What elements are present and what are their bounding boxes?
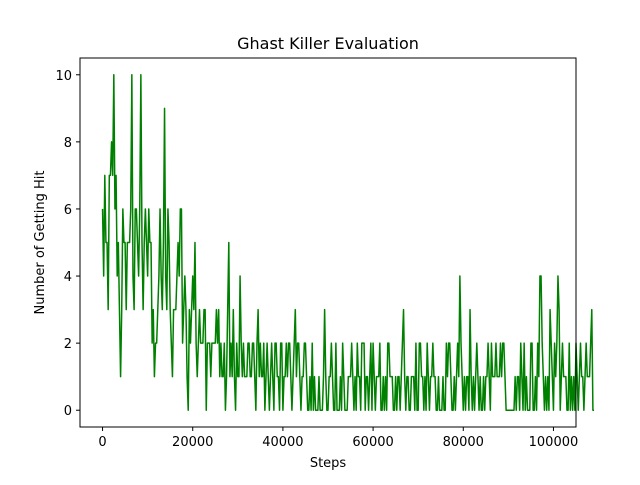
series-layer [101,74,595,411]
chart-title: Ghast Killer Evaluation [237,34,419,53]
y-tick-label: 8 [64,136,72,151]
x-tick-label: 100000 [529,435,579,450]
y-tick-label: 10 [55,69,72,84]
series-line-0 [101,74,595,411]
y-tick-label: 0 [64,404,72,419]
x-tick-label: 0 [98,435,106,450]
x-tick-label: 20000 [172,435,213,450]
x-tick-label: 40000 [262,435,303,450]
x-tick-label: 60000 [352,435,393,450]
plot-frame [79,57,577,428]
y-tick-label: 2 [64,337,72,352]
x-axis: 0 20000 40000 60000 80000 100000 [98,427,578,450]
x-tick-label: 80000 [443,435,484,450]
y-tick-label: 4 [64,270,72,285]
x-axis-label: Steps [310,456,347,471]
y-axis-label: Number of Getting Hit [33,170,48,314]
plot-area [80,58,576,427]
y-axis: 0 2 4 6 8 10 [55,69,80,419]
y-tick-label: 6 [64,203,72,218]
